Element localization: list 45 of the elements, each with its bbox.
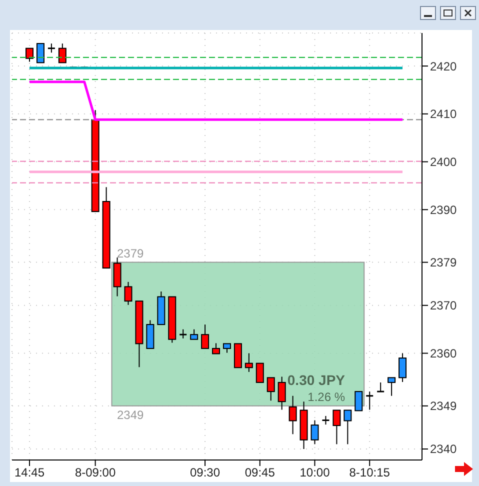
x-tick-label: 14:45 <box>14 466 45 480</box>
candlestick <box>36 43 44 64</box>
candlestick <box>124 281 132 306</box>
candlestick <box>212 342 220 354</box>
x-tick-label: 09:45 <box>244 466 276 480</box>
candlestick <box>244 352 253 372</box>
annotation: 2379 <box>117 246 144 261</box>
annotation: 1.26 % <box>308 390 346 404</box>
candlestick <box>222 343 231 354</box>
y-tick-label: 2379 <box>430 256 458 270</box>
annotation: 0.30 JPY <box>287 372 346 388</box>
y-tick-label: 2420 <box>430 59 458 74</box>
y-tick-label: 2390 <box>430 202 458 217</box>
annotation: 2349 <box>117 408 144 422</box>
candlestick <box>288 395 297 435</box>
y-tick-label: 2340 <box>430 442 458 456</box>
candlestick <box>178 328 188 339</box>
y-tick-label: 2400 <box>430 155 458 170</box>
candlestick <box>47 43 56 54</box>
y-tick-label: 2360 <box>430 346 458 361</box>
candlestick <box>256 362 264 383</box>
candlestick <box>113 257 122 297</box>
candlestick <box>146 320 154 349</box>
candlestick <box>58 43 66 64</box>
candlestick <box>278 376 286 410</box>
candlestick <box>354 391 363 412</box>
y-tick-label: 2370 <box>430 298 458 313</box>
candlestick <box>201 324 210 349</box>
candlestick <box>234 343 242 368</box>
candlestick <box>398 352 407 382</box>
candlestick <box>26 48 34 62</box>
candlestick <box>388 377 396 396</box>
candlestick <box>365 391 374 410</box>
x-tick-label: 09:30 <box>190 466 220 480</box>
candlestick <box>266 377 275 402</box>
y-tick-label: 2349 <box>430 399 458 414</box>
x-tick-label: 8-10:15 <box>349 466 390 480</box>
x-tick-label: 8-09:00 <box>74 466 116 480</box>
candlestick <box>376 382 385 392</box>
candlestick <box>332 410 341 445</box>
candlestick <box>190 328 198 340</box>
candlestick <box>344 410 352 445</box>
x-tick-label: 10:00 <box>300 466 330 480</box>
candlestick <box>310 420 319 445</box>
y-tick-label: 2410 <box>430 107 458 122</box>
